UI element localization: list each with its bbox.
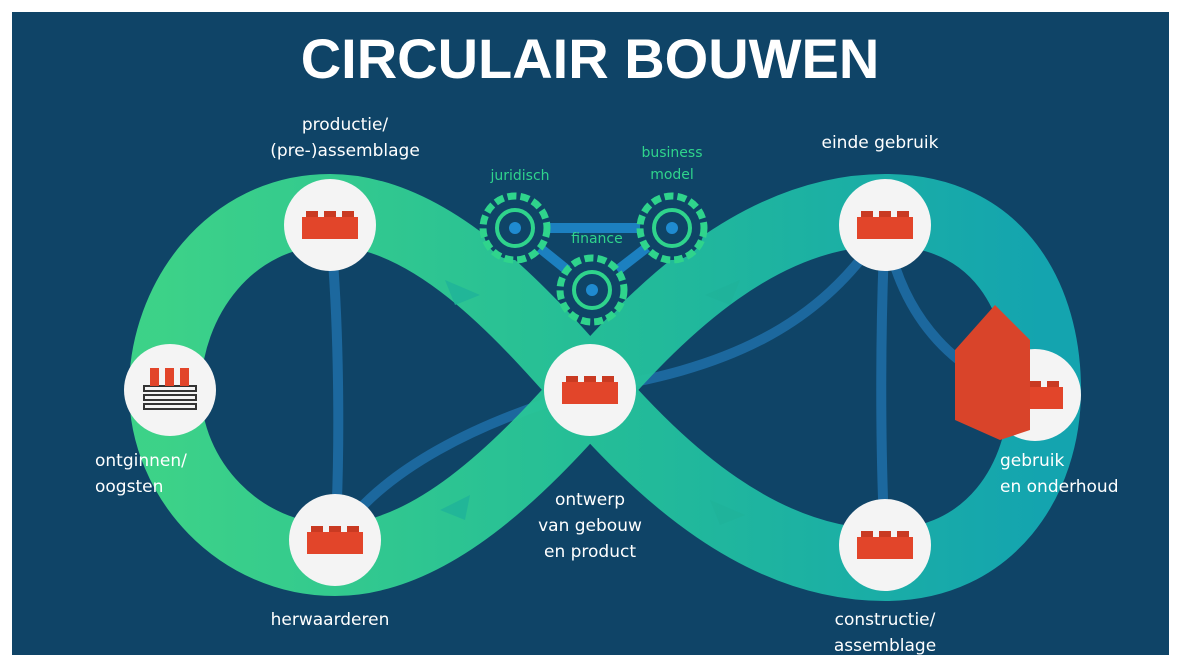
brick-icon	[857, 217, 913, 239]
gear-label: juridisch	[489, 168, 549, 184]
brick-stud	[1029, 381, 1041, 387]
node-label: herwaarderen	[271, 610, 390, 630]
node-label: (pre-)assemblage	[270, 141, 420, 161]
title: CIRCULAIR BOUWEN	[301, 27, 880, 90]
brick-stud	[324, 211, 336, 217]
node-label: gebruik	[1000, 451, 1065, 471]
brick-stud	[584, 376, 596, 382]
gear-label: model	[650, 167, 694, 183]
brick-icon	[857, 537, 913, 559]
brick-stud	[861, 211, 873, 217]
gear-label: finance	[571, 231, 622, 247]
brick-stud	[329, 526, 341, 532]
gear-hub	[509, 222, 521, 234]
bottle-icon	[165, 368, 174, 386]
brick-stud	[311, 526, 323, 532]
brick-icon	[302, 217, 358, 239]
node-label: assemblage	[834, 636, 936, 656]
node-label: en onderhoud	[1000, 477, 1119, 497]
brick-icon	[307, 532, 363, 554]
brick-stud	[861, 531, 873, 537]
bottle-icon	[180, 368, 189, 386]
gear-hub	[586, 284, 598, 296]
node-label: ontwerp	[555, 490, 625, 510]
brick-stud	[306, 211, 318, 217]
node-label: en product	[544, 542, 636, 562]
node-label: oogsten	[95, 477, 163, 497]
brick-stud	[342, 211, 354, 217]
brick-stud	[897, 211, 909, 217]
bottle-icon	[150, 368, 159, 386]
gear-label: business	[641, 145, 702, 161]
gear-hub	[666, 222, 678, 234]
brick-stud	[1047, 381, 1059, 387]
brick-stud	[897, 531, 909, 537]
brick-stud	[879, 211, 891, 217]
brick-icon	[562, 382, 618, 404]
node-label: einde gebruik	[822, 133, 939, 153]
node-label: productie/	[302, 115, 389, 135]
brick-stud	[566, 376, 578, 382]
brick-stud	[879, 531, 891, 537]
node-label: van gebouw	[538, 516, 642, 536]
node-label: ontginnen/	[95, 451, 187, 471]
infographic: CIRCULAIR BOUWEN productie/ (pre-)assembl…	[0, 0, 1181, 667]
brick-stud	[602, 376, 614, 382]
brick-stud	[347, 526, 359, 532]
node-label: constructie/	[835, 610, 936, 630]
